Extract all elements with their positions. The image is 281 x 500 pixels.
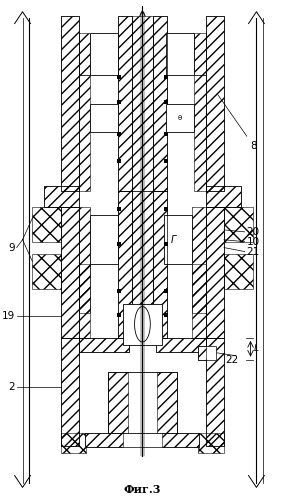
Text: L: L [253, 344, 259, 354]
Bar [132, 16, 153, 190]
Bar [157, 372, 177, 434]
Text: 2: 2 [8, 382, 15, 392]
Bar [153, 16, 167, 190]
Bar [206, 16, 224, 190]
Bar [90, 34, 118, 74]
Bar [153, 190, 167, 338]
Text: 8: 8 [218, 94, 257, 152]
Bar [61, 338, 79, 446]
Bar [79, 74, 90, 190]
Bar [206, 186, 241, 208]
Bar [164, 132, 168, 136]
Bar [61, 16, 79, 190]
Bar [224, 208, 253, 242]
Bar [194, 74, 206, 190]
Bar [32, 208, 61, 242]
Bar [118, 16, 132, 190]
Bar [79, 338, 129, 352]
Text: 19: 19 [1, 312, 15, 322]
Bar [164, 74, 168, 78]
Bar [206, 208, 224, 338]
Text: 9: 9 [8, 242, 15, 252]
Bar [79, 34, 90, 74]
Text: 22: 22 [225, 354, 238, 364]
Bar [206, 338, 224, 446]
Bar [44, 186, 79, 208]
Bar [117, 74, 121, 78]
Bar [192, 208, 206, 338]
Bar [90, 215, 118, 264]
Bar [79, 264, 90, 314]
Bar [153, 16, 167, 190]
Bar [206, 338, 224, 446]
Text: 20: 20 [247, 227, 260, 237]
Bar [117, 289, 121, 293]
Bar [153, 190, 167, 338]
Bar [118, 190, 132, 338]
Bar [162, 434, 200, 447]
Bar [156, 338, 206, 352]
Bar [164, 242, 168, 246]
Bar [156, 338, 206, 352]
Bar [117, 208, 121, 211]
Bar [166, 104, 194, 132]
Bar [164, 208, 168, 211]
Bar [206, 16, 224, 190]
Bar [118, 16, 132, 190]
Bar [206, 208, 224, 338]
Bar [166, 34, 194, 74]
Bar [44, 186, 79, 208]
Bar [224, 254, 253, 289]
Bar [132, 190, 153, 338]
Bar [79, 338, 129, 352]
Bar [79, 208, 90, 338]
Bar [117, 100, 121, 104]
Bar [90, 104, 118, 132]
Bar [164, 159, 168, 163]
Bar [117, 159, 121, 163]
Bar [164, 215, 192, 264]
Bar [164, 289, 168, 293]
Bar [206, 186, 241, 208]
Bar [61, 16, 79, 190]
Bar [198, 434, 224, 453]
Bar [198, 346, 216, 360]
Bar [61, 338, 79, 446]
Bar [198, 346, 206, 360]
Bar [123, 304, 162, 345]
Bar [108, 372, 177, 434]
Text: Г: Г [171, 234, 176, 244]
Bar [85, 434, 123, 447]
Text: Фиг.3: Фиг.3 [124, 484, 161, 495]
Text: 10: 10 [247, 236, 260, 246]
Bar [108, 372, 128, 434]
Bar [164, 100, 168, 104]
Bar [61, 208, 79, 338]
Bar [61, 434, 87, 453]
Bar [164, 314, 168, 318]
Bar [32, 254, 61, 289]
Polygon shape [135, 306, 150, 342]
Bar [192, 264, 206, 314]
Text: θ: θ [178, 115, 182, 121]
Bar [117, 132, 121, 136]
Bar [61, 208, 79, 338]
Text: 21: 21 [247, 246, 260, 256]
Bar [117, 314, 121, 318]
Bar [117, 242, 121, 246]
Bar [85, 434, 200, 447]
Bar [118, 190, 132, 338]
Bar [194, 34, 206, 74]
